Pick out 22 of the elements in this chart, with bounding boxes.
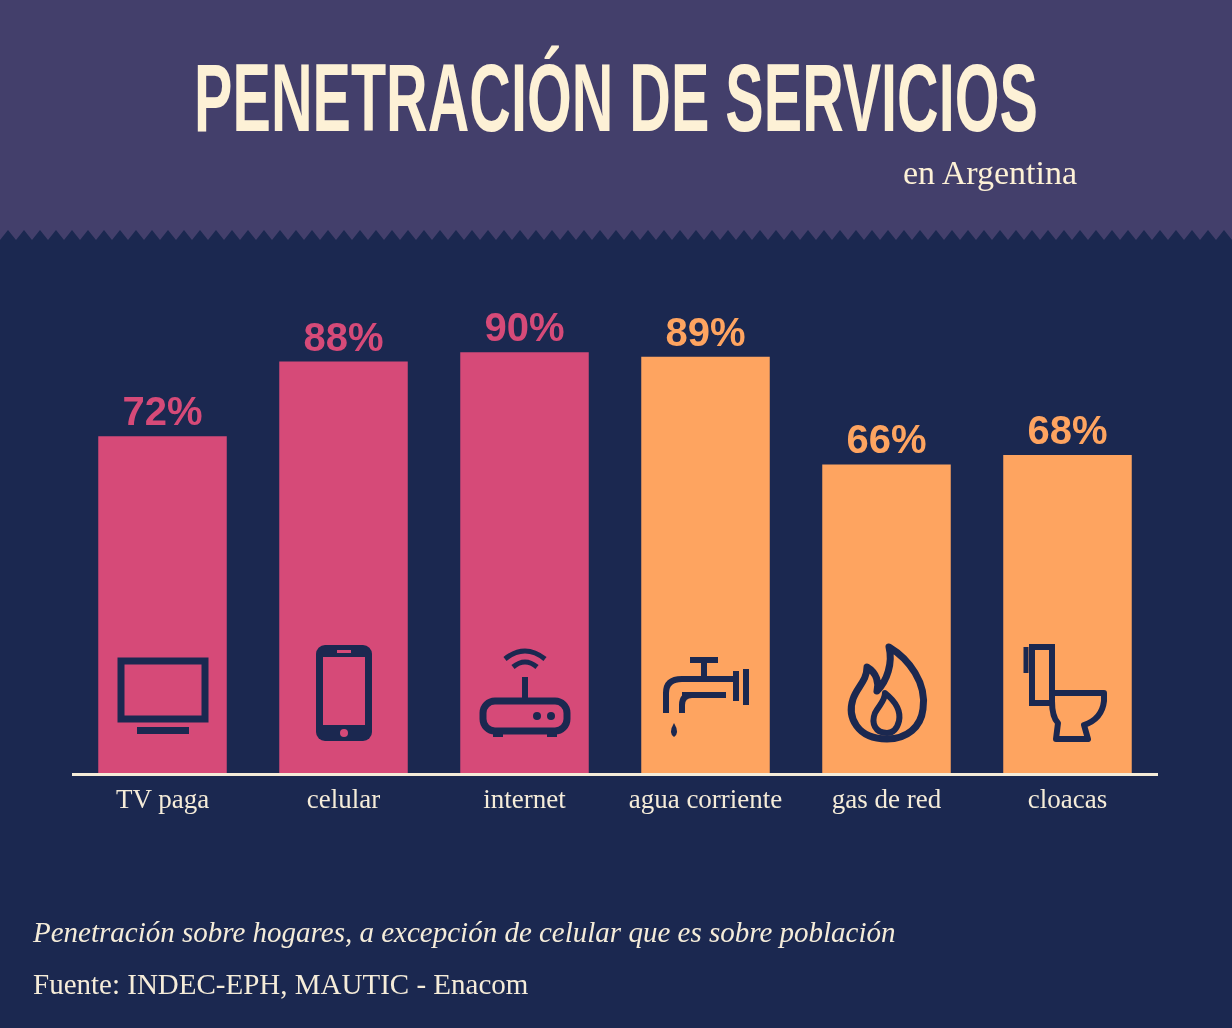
x-tick-label: cloacas bbox=[1027, 784, 1108, 815]
text: Penetración sobre hogares, a excepción de celular que es sobre población bbox=[33, 916, 896, 949]
data-label: 89% bbox=[665, 309, 746, 354]
x-tick-label: internet bbox=[483, 784, 567, 815]
data-label: 88% bbox=[303, 314, 384, 359]
bar bbox=[460, 352, 589, 773]
data-label: 66% bbox=[846, 417, 927, 462]
chart-subtitle: en Argentina bbox=[902, 154, 1077, 192]
bar bbox=[822, 464, 951, 773]
source-note: Fuente: INDEC-EPH, MAUTIC - Enacom bbox=[33, 968, 529, 1001]
x-tick-label: TV paga bbox=[115, 784, 210, 815]
bar bbox=[1003, 455, 1132, 773]
bar bbox=[98, 436, 227, 773]
x-tick-label: celular bbox=[306, 784, 381, 815]
data-label: 68% bbox=[1027, 408, 1108, 453]
x-tick-label: agua corriente bbox=[628, 784, 783, 815]
bar bbox=[641, 356, 770, 773]
data-label: 72% bbox=[122, 389, 203, 434]
x-tick-label: gas de red bbox=[831, 784, 942, 815]
bar bbox=[279, 361, 408, 773]
chart-title: PENETRACIÓN DE SERVICIOS bbox=[194, 44, 1038, 151]
data-label: 90% bbox=[484, 305, 565, 350]
